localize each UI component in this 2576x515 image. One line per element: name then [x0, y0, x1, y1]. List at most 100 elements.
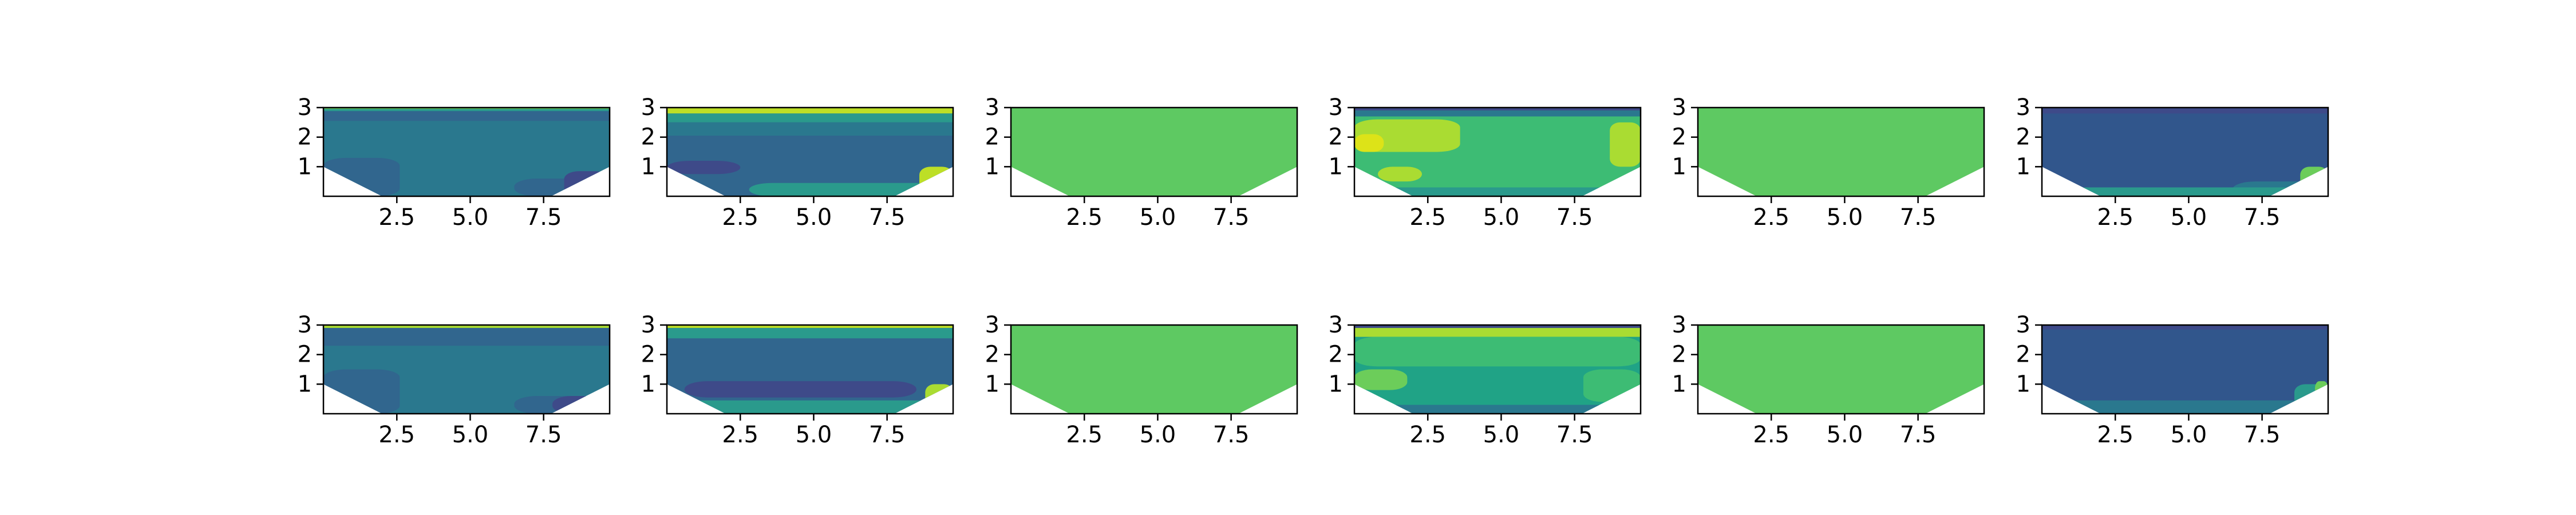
- contour-level: [323, 325, 610, 328]
- x-tick-label: 7.5: [1556, 422, 1593, 448]
- axes-frame: [666, 106, 954, 197]
- x-tick-label: 2.5: [1753, 422, 1789, 448]
- contour-field: [323, 325, 610, 414]
- axes-frame: [2041, 106, 2329, 197]
- x-tick-label: 2.5: [1409, 204, 1446, 231]
- x-tick-label: 5.0: [452, 204, 489, 231]
- subplot-2: 1 2 3 2.5 5.0 7.5: [641, 94, 954, 231]
- contour-level: [2042, 187, 2328, 196]
- y-tick-label: 1: [298, 371, 312, 397]
- x-tick-label: 7.5: [526, 422, 562, 448]
- contour-level: [1354, 110, 1641, 117]
- contour-level: [323, 157, 400, 196]
- x-tick-label: 5.0: [2171, 422, 2207, 448]
- x-tick-label: 7.5: [1900, 422, 1937, 448]
- contour-level: [1354, 328, 1641, 337]
- contour-base-fill: [667, 325, 953, 414]
- y-tick-label: 2: [985, 124, 999, 150]
- contour-level: [667, 400, 953, 414]
- contour-level: [667, 328, 953, 339]
- x-tick-label: 5.0: [796, 204, 832, 231]
- contour-base-fill: [1698, 108, 1984, 196]
- contour-level: [1354, 134, 1384, 152]
- x-tick-label: 7.5: [2244, 204, 2281, 231]
- y-tick-label: 1: [641, 153, 655, 180]
- y-tick-label: 3: [641, 312, 655, 338]
- contour-level: [925, 384, 953, 414]
- axes-frame: [1010, 324, 1298, 415]
- subplot-9: 1 2 3 2.5 5.0 7.5: [985, 312, 1298, 448]
- subplot-11: 1 2 3 2.5 5.0 7.5: [1672, 312, 1985, 448]
- contour-level: [1610, 122, 1641, 167]
- contour-field: [1698, 108, 1984, 196]
- y-tick-label: 1: [1672, 371, 1686, 397]
- axes-frame: [1353, 324, 1642, 415]
- x-tick-label: 5.0: [1827, 422, 1863, 448]
- y-tick-label: 2: [641, 124, 655, 150]
- contour-level: [1378, 167, 1422, 182]
- x-tick-label: 2.5: [2097, 204, 2134, 231]
- contour-field: [2042, 325, 2328, 414]
- contour-base-fill: [1698, 325, 1984, 414]
- y-tick-label: 2: [298, 342, 312, 368]
- contour-level: [323, 111, 610, 121]
- contour-level: [667, 161, 741, 175]
- subplot-1: 1 2 3 2.5 5.0 7.5: [298, 94, 611, 231]
- y-tick-label: 2: [2016, 342, 2030, 368]
- x-tick-label: 5.0: [1827, 204, 1863, 231]
- contour-level: [323, 108, 610, 109]
- x-tick-label: 2.5: [378, 204, 415, 231]
- x-tick-label: 7.5: [1213, 422, 1250, 448]
- axes-frame: [1353, 106, 1642, 197]
- x-tick-label: 5.0: [452, 422, 489, 448]
- contour-level: [1583, 369, 1641, 402]
- x-tick-label: 5.0: [1140, 422, 1176, 448]
- x-tick-label: 2.5: [722, 422, 758, 448]
- subplot-8: 1 2 3 2.5 5.0 7.5: [641, 312, 954, 448]
- y-tick-label: 2: [985, 342, 999, 368]
- x-tick-label: 2.5: [1066, 422, 1103, 448]
- axes-frame: [2041, 324, 2329, 415]
- x-tick-label: 7.5: [2244, 422, 2281, 448]
- contour-level: [1354, 336, 1641, 367]
- y-tick-label: 1: [1329, 153, 1343, 180]
- contour-level: [2314, 381, 2328, 396]
- y-tick-label: 3: [298, 94, 312, 121]
- contour-level: [514, 179, 610, 196]
- subplot-10: 1 2 3 2.5 5.0 7.5: [1329, 312, 1642, 448]
- contour-level: [749, 183, 953, 196]
- x-tick-label: 2.5: [2097, 422, 2134, 448]
- x-tick-label: 7.5: [1213, 204, 1250, 231]
- x-tick-label: 2.5: [1066, 204, 1103, 231]
- x-tick-label: 7.5: [526, 204, 562, 231]
- contour-level: [552, 396, 610, 414]
- y-tick-label: 3: [2016, 312, 2030, 338]
- y-tick-label: 2: [1672, 124, 1686, 150]
- subplot-3: 1 2 3 2.5 5.0 7.5: [985, 94, 1298, 231]
- contour-field: [1354, 325, 1641, 414]
- axes-frame: [666, 324, 954, 415]
- contour-field: [1011, 108, 1297, 196]
- y-tick-label: 2: [2016, 124, 2030, 150]
- subplot-4: 1 2 3 2.5 5.0 7.5: [1329, 94, 1642, 231]
- x-tick-label: 2.5: [378, 422, 415, 448]
- contour-level: [564, 171, 610, 196]
- x-tick-label: 7.5: [869, 204, 906, 231]
- y-tick-label: 3: [1329, 312, 1343, 338]
- x-tick-label: 5.0: [796, 422, 832, 448]
- subplot-7: 1 2 3 2.5 5.0 7.5: [298, 312, 611, 448]
- contour-level: [667, 325, 953, 328]
- contour-level: [2042, 325, 2328, 330]
- y-tick-label: 3: [985, 94, 999, 121]
- contour-level: [1354, 405, 1641, 414]
- contour-level: [1354, 325, 1641, 328]
- axes-frame: [1697, 324, 1985, 415]
- y-tick-label: 1: [2016, 371, 2030, 397]
- y-tick-label: 3: [298, 312, 312, 338]
- contour-base-fill: [1011, 108, 1297, 196]
- x-tick-label: 2.5: [722, 204, 758, 231]
- axes-frame: [1010, 106, 1298, 197]
- y-tick-label: 3: [1672, 312, 1686, 338]
- x-tick-label: 7.5: [1900, 204, 1937, 231]
